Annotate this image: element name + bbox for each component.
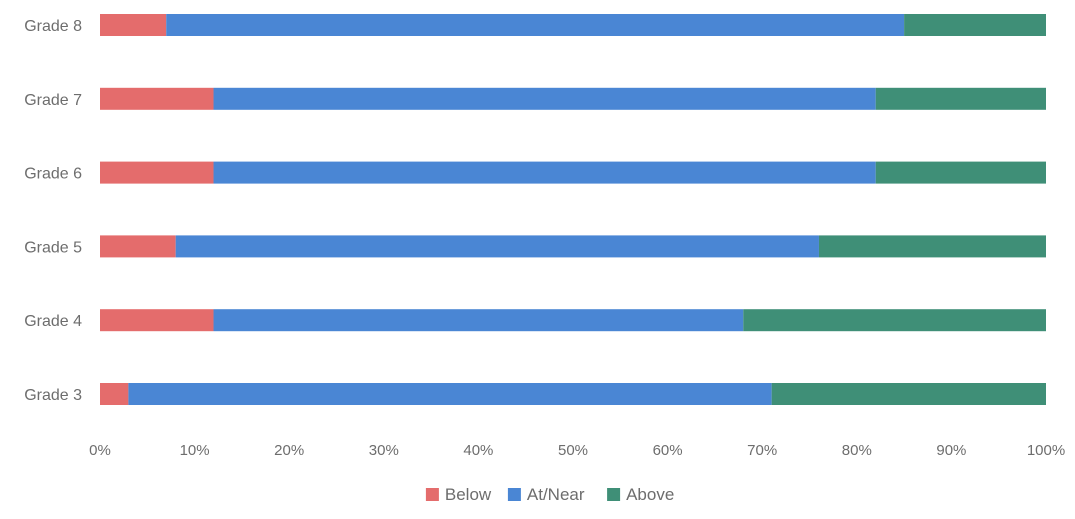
legend-label-below: Below bbox=[445, 485, 492, 504]
bar-below-grade-6 bbox=[100, 161, 214, 184]
legend-label-at-near: At/Near bbox=[527, 485, 585, 504]
bar-below-grade-4 bbox=[100, 309, 214, 332]
bar-at-near-grade-5 bbox=[175, 235, 819, 258]
x-tick-label: 90% bbox=[936, 442, 966, 459]
x-tick-label: 70% bbox=[747, 442, 777, 459]
legend: Below At/Near Above bbox=[425, 485, 674, 504]
category-label-grade-7: Grade 7 bbox=[24, 92, 82, 109]
x-tick-label: 50% bbox=[558, 442, 588, 459]
bar-at-near-grade-8 bbox=[166, 14, 905, 36]
x-tick-label: 30% bbox=[369, 442, 399, 459]
x-axis-tick-labels: 0% 10% 20% 30% 40% 50% 60% 70% 80% 90% 100% bbox=[89, 442, 1065, 459]
bar-at-near-grade-7 bbox=[213, 87, 876, 110]
x-tick-label: 0% bbox=[89, 442, 111, 459]
category-label-grade-5: Grade 5 bbox=[24, 239, 82, 256]
bar-below-grade-3 bbox=[100, 383, 129, 405]
bar-at-near-grade-3 bbox=[128, 383, 772, 405]
x-tick-label: 80% bbox=[842, 442, 872, 459]
bar-below-grade-8 bbox=[100, 14, 167, 36]
category-label-grade-6: Grade 6 bbox=[24, 166, 82, 183]
bar-above-grade-8 bbox=[904, 14, 1046, 36]
legend-swatch-above bbox=[607, 488, 621, 501]
category-label-grade-4: Grade 4 bbox=[24, 313, 82, 330]
category-labels: Grade 3 Grade 4 Grade 5 Grade 6 Grade 7 Grade… bbox=[24, 18, 82, 404]
bar-at-near-grade-6 bbox=[213, 161, 876, 184]
bar-below-grade-7 bbox=[100, 87, 214, 110]
legend-swatch-at-near bbox=[507, 488, 521, 501]
x-tick-label: 60% bbox=[653, 442, 683, 459]
x-tick-label: 100% bbox=[1027, 442, 1065, 459]
category-label-grade-3: Grade 3 bbox=[24, 387, 82, 404]
legend-swatch-below bbox=[425, 488, 439, 501]
bar-above-grade-5 bbox=[818, 235, 1046, 258]
legend-item-at-near: At/Near bbox=[507, 485, 585, 504]
legend-label-above: Above bbox=[626, 485, 674, 504]
x-tick-label: 40% bbox=[463, 442, 493, 459]
bars-layer bbox=[100, 14, 1046, 405]
bar-below-grade-5 bbox=[100, 235, 176, 258]
bar-above-grade-4 bbox=[743, 309, 1046, 332]
bar-above-grade-3 bbox=[771, 383, 1046, 405]
bar-above-grade-6 bbox=[875, 161, 1046, 184]
x-tick-label: 20% bbox=[274, 442, 304, 459]
legend-item-below: Below bbox=[425, 485, 492, 504]
category-label-grade-8: Grade 8 bbox=[24, 18, 82, 35]
x-tick-label: 10% bbox=[180, 442, 210, 459]
bar-above-grade-7 bbox=[875, 87, 1046, 110]
bar-at-near-grade-4 bbox=[213, 309, 744, 332]
legend-item-above: Above bbox=[607, 485, 674, 504]
